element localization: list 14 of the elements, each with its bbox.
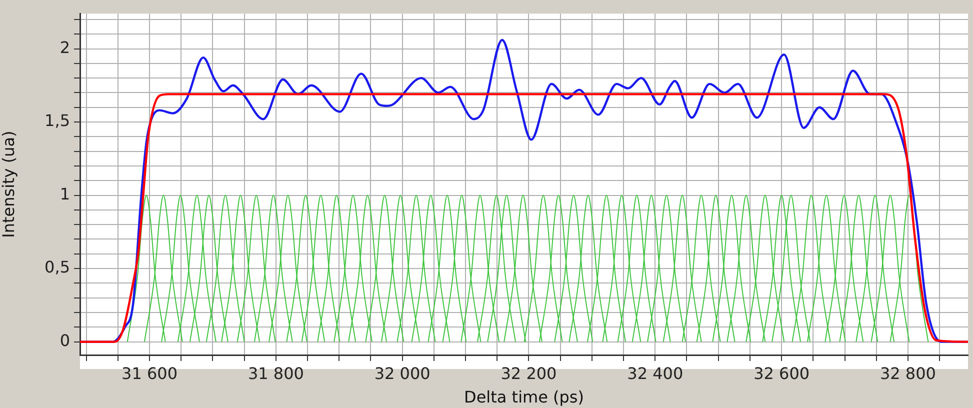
y-tick-label: 0 bbox=[60, 330, 70, 350]
x-axis-title: Delta time (ps) bbox=[464, 388, 584, 407]
x-tick-label: 32 800 bbox=[880, 364, 936, 383]
x-tick-label: 31 600 bbox=[122, 364, 178, 383]
y-tick-label: 1,5 bbox=[44, 111, 70, 130]
x-tick-label: 32 200 bbox=[500, 364, 557, 383]
y-tick-label: 0,5 bbox=[44, 258, 70, 277]
x-tick-label: 31 800 bbox=[248, 364, 304, 383]
y-axis-title: Intensity (ua) bbox=[0, 130, 18, 238]
y-tick-label: 2 bbox=[60, 38, 70, 57]
x-tick-label: 32 400 bbox=[627, 364, 684, 383]
x-tick-label: 32 000 bbox=[374, 364, 430, 383]
x-tick-label: 32 600 bbox=[754, 364, 810, 383]
y-tick-label: 1 bbox=[60, 184, 70, 204]
